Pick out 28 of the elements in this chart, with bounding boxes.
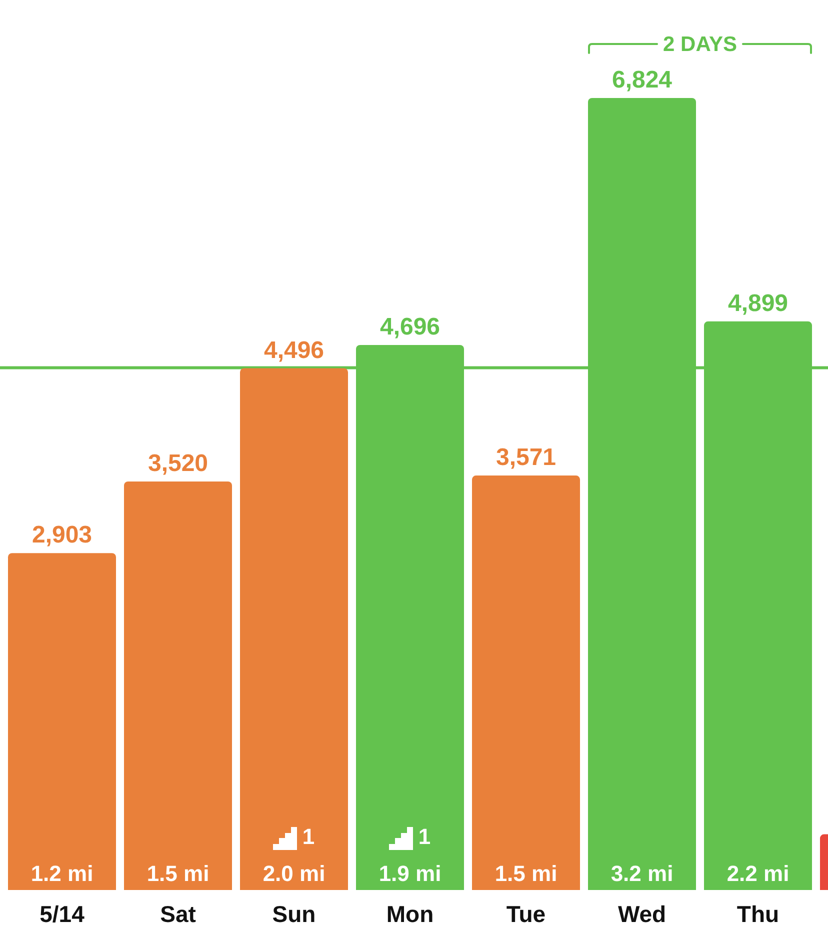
annotation: 1 — [418, 824, 431, 850]
bar — [240, 368, 348, 890]
annotation: 1.5 mi — [146, 861, 210, 886]
x-tick-label: Sat — [160, 901, 196, 928]
data-label: 4,696 — [380, 314, 440, 341]
data-label: 4,899 — [728, 290, 788, 318]
annotation: 3.2 mi — [610, 861, 674, 886]
x-tick-label: Thu — [736, 901, 780, 928]
x-tick-label: Wed — [618, 901, 666, 928]
text: 2 DAYS — [663, 32, 737, 56]
data-label: 6,824 — [612, 66, 673, 94]
data-label: 3,571 — [496, 444, 556, 472]
data-label: 3,520 — [148, 450, 208, 478]
annotation: 1 — [302, 824, 315, 850]
x-tick-label: Tue — [506, 901, 546, 928]
annotation: 1.9 mi — [378, 861, 442, 886]
annotation: 1.5 mi — [494, 861, 558, 886]
x-tick-label: 5/14 — [40, 901, 85, 928]
annotation: 2.2 mi — [726, 861, 790, 886]
annotation: 2.0 mi — [262, 861, 326, 886]
bar — [124, 481, 232, 890]
data-label: 4,496 — [264, 336, 324, 364]
x-tick-label: Sun — [272, 901, 316, 928]
annotation: 1.2 mi — [30, 861, 94, 886]
bar — [8, 553, 116, 890]
bar — [472, 476, 580, 890]
x-tick-label: Mon — [386, 901, 434, 928]
data-label: 2,903 — [32, 522, 92, 549]
